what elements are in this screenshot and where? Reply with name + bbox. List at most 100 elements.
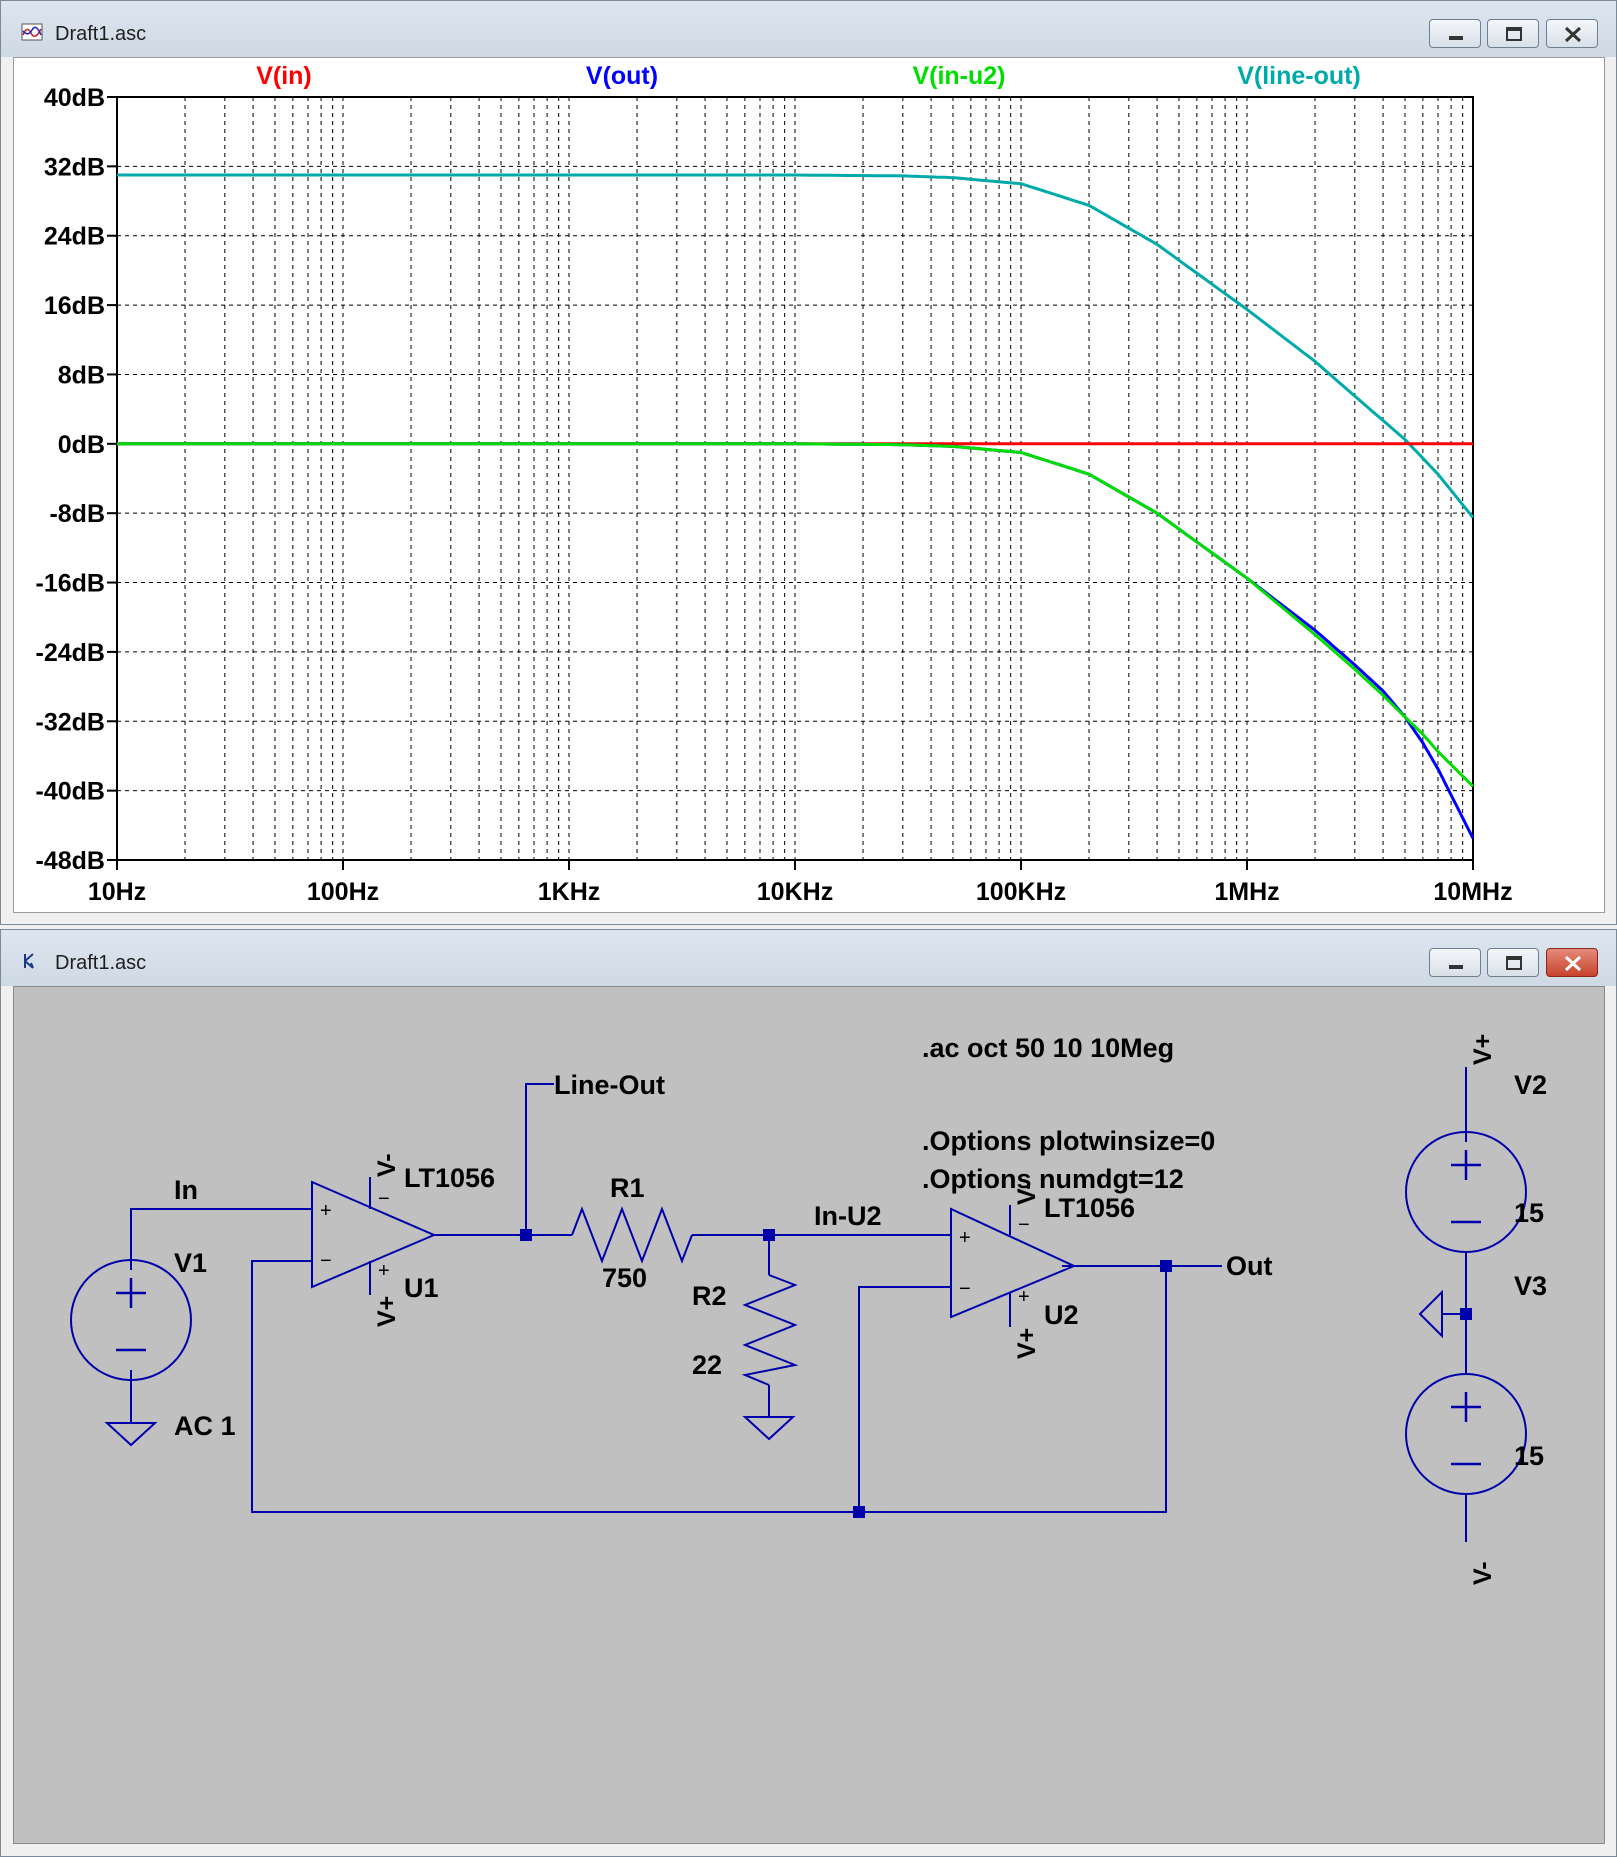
resistor-r1[interactable] bbox=[571, 1206, 693, 1264]
u1-name[interactable]: U1 bbox=[404, 1273, 439, 1303]
wire-in[interactable] bbox=[130, 1208, 312, 1270]
u2-noninverting-sign: + bbox=[959, 1227, 971, 1249]
x-tick-label: 10KHz bbox=[757, 878, 833, 906]
axis-ticks: 40dB 32dB 24dB 16dB 8dB 0dB -8dB -16dB -24dB -32d… bbox=[36, 84, 1513, 906]
opamp-u2[interactable] bbox=[950, 1207, 1077, 1319]
u2-vminus-sign: − bbox=[1018, 1214, 1030, 1236]
junction-out[interactable] bbox=[1160, 1260, 1172, 1272]
y-tick-label: -48dB bbox=[36, 847, 105, 875]
v1-plus-icon bbox=[116, 1278, 146, 1308]
r2-value[interactable]: 22 bbox=[692, 1350, 722, 1380]
v3-plus-icon bbox=[1451, 1392, 1481, 1422]
v3-vminus-label: V- bbox=[1469, 1561, 1497, 1585]
y-tick-label: 24dB bbox=[44, 223, 105, 251]
wire-feedback-u2[interactable] bbox=[858, 1266, 1167, 1513]
options-numdgt-directive[interactable]: .Options numdgt=12 bbox=[922, 1164, 1184, 1194]
y-tick-label: 0dB bbox=[58, 431, 105, 459]
bode-plot[interactable]: 40dB 32dB 24dB 16dB 8dB 0dB -8dB -16dB -24dB -32d… bbox=[14, 58, 1604, 912]
trace-v-line-out-[interactable] bbox=[117, 173, 1475, 519]
plot-grid bbox=[117, 97, 1473, 860]
wire-line-out[interactable] bbox=[525, 1083, 554, 1235]
v1-name[interactable]: V1 bbox=[174, 1248, 207, 1278]
plot-maximize-button[interactable] bbox=[1487, 19, 1539, 48]
y-tick-label: -8dB bbox=[49, 500, 105, 528]
r2-name[interactable]: R2 bbox=[692, 1281, 727, 1311]
y-tick-label: -16dB bbox=[36, 570, 105, 598]
ground-mid-icon[interactable] bbox=[1418, 1289, 1443, 1339]
r1-value[interactable]: 750 bbox=[602, 1263, 647, 1293]
v2-value[interactable]: 15 bbox=[1514, 1198, 1544, 1228]
y-tick-label: 8dB bbox=[58, 361, 105, 389]
net-label-out[interactable]: Out bbox=[1226, 1251, 1273, 1281]
ground-r2-icon[interactable] bbox=[742, 1416, 796, 1441]
legend-entry[interactable]: V(in) bbox=[256, 62, 312, 90]
plot-close-button[interactable] bbox=[1546, 19, 1598, 48]
options-plotwinsize-directive[interactable]: .Options plotwinsize=0 bbox=[922, 1126, 1215, 1156]
schematic-titlebar[interactable]: Draft1.asc bbox=[1, 930, 1616, 986]
plot-traces[interactable] bbox=[117, 173, 1475, 839]
schematic-window[interactable]: Draft1.asc bbox=[0, 929, 1617, 1857]
v2-plus-icon bbox=[1451, 1150, 1481, 1180]
plot-minimize-button[interactable] bbox=[1429, 19, 1481, 48]
close-icon bbox=[1564, 955, 1582, 972]
waveform-viewer-icon bbox=[21, 23, 43, 41]
x-tick-label: 100KHz bbox=[976, 878, 1066, 906]
u2-vminus-label: V- bbox=[1013, 1181, 1041, 1205]
junction-in-u2[interactable] bbox=[763, 1229, 775, 1241]
u2-inverting-sign: − bbox=[959, 1278, 971, 1300]
y-tick-label: -24dB bbox=[36, 639, 105, 667]
v2-vplus-label: V+ bbox=[1469, 1034, 1497, 1065]
junction-line-out[interactable] bbox=[520, 1229, 532, 1241]
u2-name[interactable]: U2 bbox=[1044, 1300, 1079, 1330]
close-icon bbox=[1564, 26, 1582, 43]
maximize-icon bbox=[1506, 956, 1522, 970]
v1-source[interactable] bbox=[70, 1259, 192, 1381]
u1-vminus-label: V- bbox=[373, 1153, 401, 1177]
u1-noninverting-sign: + bbox=[320, 1200, 332, 1222]
u2-model[interactable]: LT1056 bbox=[1044, 1193, 1135, 1223]
opamp-u1[interactable] bbox=[311, 1180, 437, 1289]
y-tick-label: -32dB bbox=[36, 708, 105, 736]
u1-inverting-sign: − bbox=[320, 1250, 332, 1272]
y-tick-label: 32dB bbox=[44, 153, 105, 181]
y-tick-label: 16dB bbox=[44, 292, 105, 320]
u2-vplus-sign: + bbox=[1018, 1286, 1030, 1308]
schematic-editor-icon bbox=[24, 953, 34, 969]
u1-vminus-sign: − bbox=[378, 1188, 390, 1210]
u1-model[interactable]: LT1056 bbox=[404, 1163, 495, 1193]
r1-name[interactable]: R1 bbox=[610, 1173, 645, 1203]
v3-name[interactable]: V3 bbox=[1514, 1271, 1547, 1301]
ground-v1-icon[interactable] bbox=[104, 1422, 158, 1447]
schematic-window-title: Draft1.asc bbox=[55, 952, 147, 974]
maximize-icon bbox=[1506, 27, 1522, 41]
x-tick-label: 10MHz bbox=[1433, 878, 1512, 906]
legend-entry[interactable]: V(line-out) bbox=[1237, 62, 1361, 90]
ac-directive[interactable]: .ac oct 50 10 10Meg bbox=[922, 1033, 1174, 1063]
legend-entry[interactable]: V(in-u2) bbox=[912, 62, 1005, 90]
junction-supply-mid[interactable] bbox=[1460, 1308, 1472, 1320]
schematic-canvas[interactable]: + − − + + − − + Line-Out In In-U2 Out V1… bbox=[13, 986, 1605, 1844]
v3-value[interactable]: 15 bbox=[1514, 1441, 1544, 1471]
v1-value[interactable]: AC 1 bbox=[174, 1411, 236, 1441]
legend-entry[interactable]: V(out) bbox=[586, 62, 658, 90]
u1-vplus-label: V+ bbox=[373, 1296, 401, 1327]
trace-v-in-u2-[interactable] bbox=[117, 442, 1475, 788]
net-label-line-out[interactable]: Line-Out bbox=[554, 1070, 665, 1100]
schematic-drawing[interactable]: + − − + + − − + Line-Out In In-U2 Out V1… bbox=[14, 987, 1604, 1843]
plot-window[interactable]: Draft1.asc 40dB 32dB 24dB 16dB 8dB 0dB -8dB -16… bbox=[0, 0, 1617, 925]
resistor-r2[interactable] bbox=[741, 1274, 799, 1386]
minimize-icon bbox=[1449, 965, 1463, 969]
plot-titlebar[interactable]: Draft1.asc bbox=[1, 1, 1616, 57]
junction-feedback[interactable] bbox=[853, 1506, 865, 1518]
x-tick-label: 100Hz bbox=[307, 878, 379, 906]
plot-pane[interactable]: 40dB 32dB 24dB 16dB 8dB 0dB -8dB -16dB -24dB -32d… bbox=[13, 57, 1605, 913]
net-label-in[interactable]: In bbox=[174, 1175, 198, 1205]
wire-feedback-u1[interactable] bbox=[251, 1260, 859, 1513]
net-label-in-u2[interactable]: In-U2 bbox=[814, 1201, 882, 1231]
schematic-maximize-button[interactable] bbox=[1487, 948, 1539, 977]
plot-legend[interactable]: V(in) V(out) V(in-u2) V(line-out) bbox=[256, 62, 1361, 90]
x-tick-label: 1KHz bbox=[538, 878, 601, 906]
schematic-minimize-button[interactable] bbox=[1429, 948, 1481, 977]
schematic-close-button[interactable] bbox=[1546, 948, 1598, 977]
v2-name[interactable]: V2 bbox=[1514, 1070, 1547, 1100]
